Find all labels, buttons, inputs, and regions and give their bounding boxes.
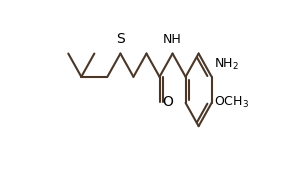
Text: O: O [162,95,173,109]
Text: S: S [116,32,125,46]
Text: NH$_2$: NH$_2$ [215,57,239,72]
Text: OCH$_3$: OCH$_3$ [215,95,249,110]
Text: NH: NH [163,33,182,46]
